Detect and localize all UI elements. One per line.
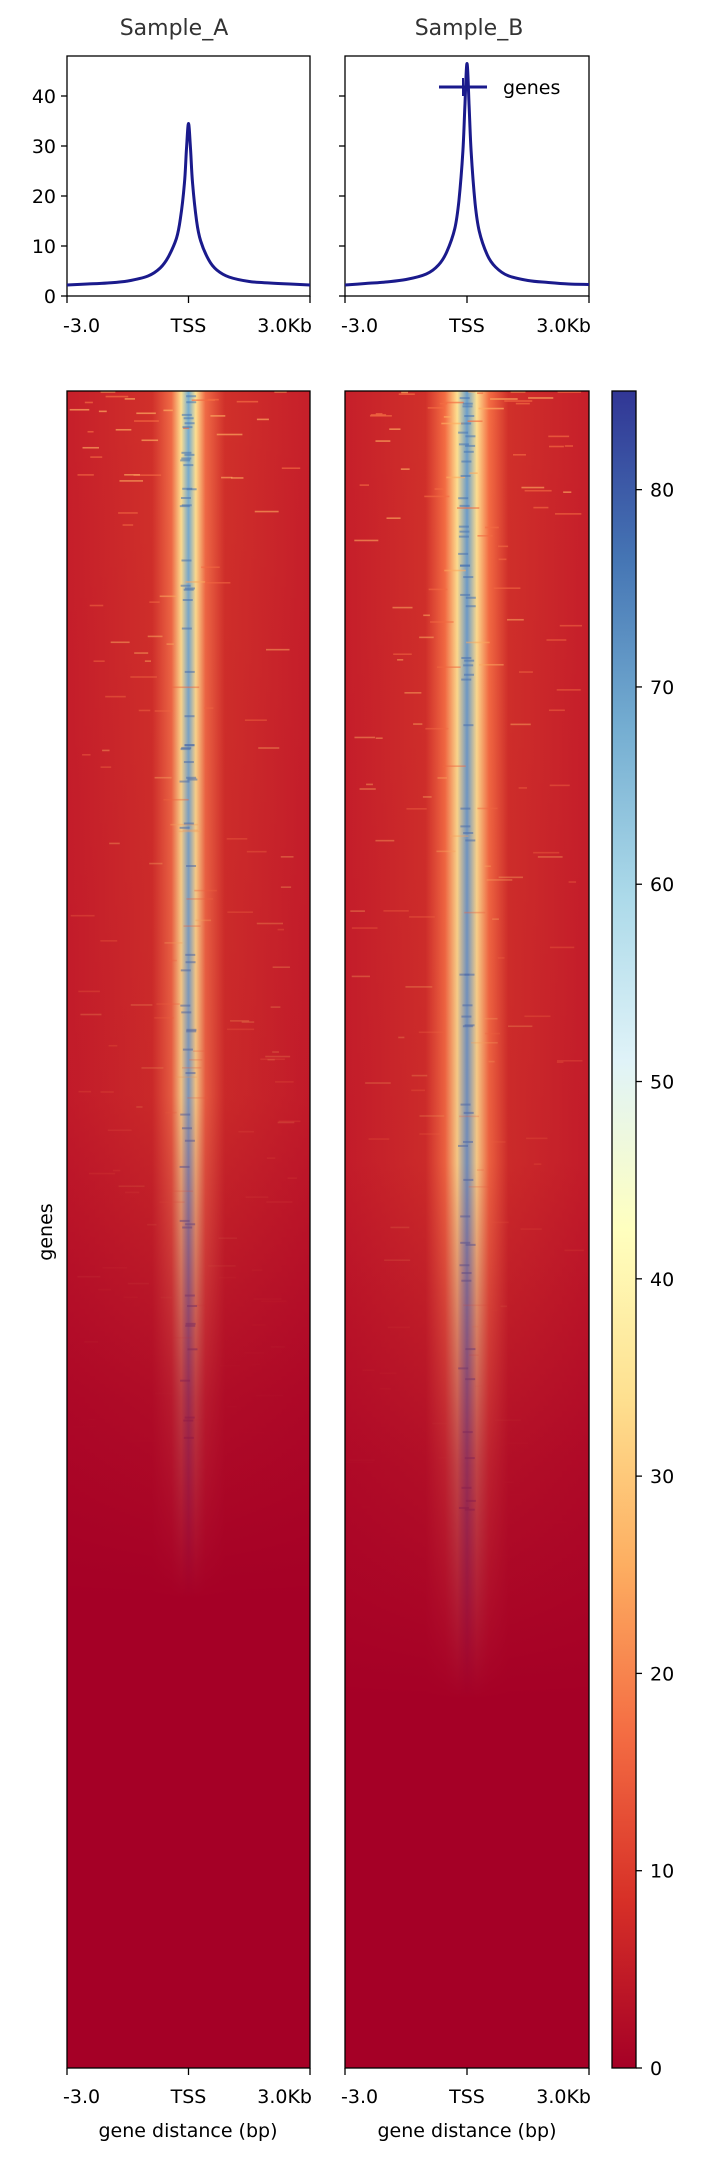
profile-b-x-axis: -3.0 TSS 3.0Kb <box>341 296 591 337</box>
profile-b-xtick-label-2: 3.0Kb <box>536 315 591 337</box>
profile-b-xtick-label-1: TSS <box>448 315 485 337</box>
heatmap-a-xlabel: gene distance (bp) <box>98 2120 277 2142</box>
heatmap-ylabel: genes <box>35 1203 57 1260</box>
heatmap-b-xtick-label-1: TSS <box>448 2086 485 2108</box>
heatmap-b-xlabel: gene distance (bp) <box>377 2120 556 2142</box>
colorbar-tick-label-10: 10 <box>650 1861 674 1883</box>
heatmap-a-xtick-label-0: -3.0 <box>63 2086 100 2108</box>
colorbar: 0 10 20 30 40 50 60 70 80 <box>611 390 674 2080</box>
heatmap-b: -3.0 TSS 3.0Kb gene distance (bp) <box>341 390 591 2142</box>
profile-a-xtick-label-2: 3.0Kb <box>257 315 312 337</box>
legend-label-genes: genes <box>503 77 560 99</box>
profile-b-line <box>344 61 590 287</box>
profile-a-xtick-label-1: TSS <box>170 315 207 337</box>
colorbar-gradient <box>611 390 637 2069</box>
heatmap-a: -3.0 TSS 3.0Kb gene distance (bp) <box>63 390 312 2142</box>
profile-a-x-axis: -3.0 TSS 3.0Kb <box>63 296 312 337</box>
colorbar-tick-label-0: 0 <box>650 2058 662 2080</box>
heatmap-b-fade <box>345 391 589 2068</box>
profile-b-xtick-label-0: -3.0 <box>341 315 378 337</box>
profile-title-a: Sample_A <box>120 16 229 41</box>
heatmap-b-xtick-label-0: -3.0 <box>341 2086 378 2108</box>
heatmap-a-xtick-label-1: TSS <box>170 2086 207 2108</box>
colorbar-tick-label-30: 30 <box>650 1466 674 1488</box>
profile-a-frame <box>66 55 311 297</box>
profile-a-ytick-label-40: 40 <box>32 86 56 108</box>
profile-plot-a: 0 10 20 30 40 -3.0 TSS 3.0Kb <box>32 55 312 337</box>
profile-a-ytick-label-10: 10 <box>32 236 56 258</box>
profile-a-ytick-label-0: 0 <box>44 286 56 308</box>
profile-a-ytick-label-30: 30 <box>32 136 56 158</box>
profile-a-line <box>66 121 311 287</box>
colorbar-tick-label-70: 70 <box>650 677 674 699</box>
heatmap-a-fade <box>67 391 310 2068</box>
profile-title-b: Sample_B <box>415 16 524 41</box>
legend: genes <box>439 77 560 99</box>
colorbar-tick-label-60: 60 <box>650 874 674 896</box>
profile-a-y-axis: 0 10 20 30 40 <box>32 86 67 308</box>
colorbar-tick-label-20: 20 <box>650 1663 674 1685</box>
profile-a-ytick-label-20: 20 <box>32 186 56 208</box>
colorbar-ticks: 0 10 20 30 40 50 60 70 80 <box>636 480 674 2080</box>
profile-b-y-axis <box>339 95 345 297</box>
colorbar-tick-label-80: 80 <box>650 480 674 502</box>
heatmap-b-x-axis: -3.0 TSS 3.0Kb <box>341 2068 591 2108</box>
profile-plot-b: -3.0 TSS 3.0Kb genes <box>339 55 591 337</box>
profile-a-xtick-label-0: -3.0 <box>63 315 100 337</box>
heatmap-a-xtick-label-2: 3.0Kb <box>257 2086 312 2108</box>
heatmap-b-xtick-label-2: 3.0Kb <box>536 2086 591 2108</box>
heatmap-a-x-axis: -3.0 TSS 3.0Kb <box>63 2068 312 2108</box>
colorbar-tick-label-40: 40 <box>650 1269 674 1291</box>
colorbar-tick-label-50: 50 <box>650 1072 674 1094</box>
